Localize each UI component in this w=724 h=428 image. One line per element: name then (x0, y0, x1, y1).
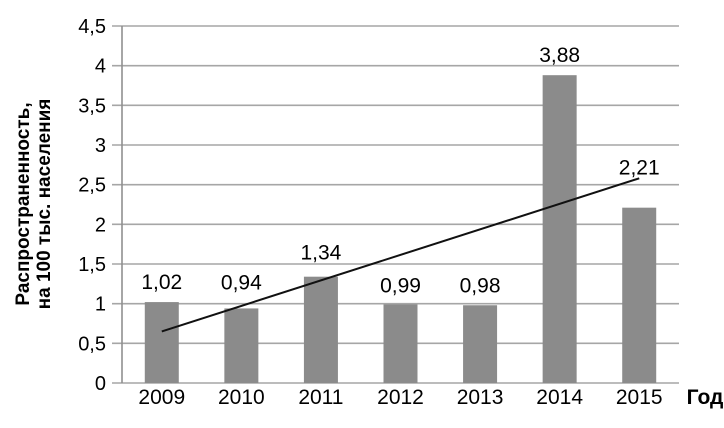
bar-2009 (144, 302, 179, 383)
x-tick-label-2013: 2013 (457, 386, 504, 409)
x-tick-label-2015: 2015 (616, 386, 663, 409)
bar-2012 (383, 304, 418, 383)
y-tick-label-1: 1 (95, 294, 106, 316)
x-tick-label-2010: 2010 (218, 386, 265, 409)
x-tick-label-2009: 2009 (138, 386, 185, 409)
y-tick-label-0: 0 (95, 373, 106, 395)
x-tick-label-2014: 2014 (536, 386, 583, 409)
bar-2015 (622, 207, 657, 383)
y-tick-label-0,5: 0,5 (78, 333, 106, 355)
bar-value-label-2015: 2,21 (619, 157, 660, 180)
y-tick-label-1,5: 1,5 (78, 254, 106, 276)
trend-line (161, 177, 640, 333)
data-labels-group: 1,02 0,94 1,34 0,99 0,98 3,88 2,21 (141, 44, 659, 297)
bar-value-label-2009: 1,02 (141, 271, 182, 294)
y-axis-title-line1: Распространенность, (13, 102, 34, 305)
bar-2014 (542, 75, 577, 383)
bar-2013 (463, 305, 498, 383)
bars-group (144, 75, 657, 383)
bar-value-label-2012: 0,99 (380, 274, 421, 297)
trendline-group (161, 177, 640, 333)
bar-2010 (224, 308, 259, 383)
y-tick-label-4: 4 (95, 56, 106, 78)
bar-value-label-2013: 0,98 (460, 274, 501, 297)
x-tick-label-2011: 2011 (298, 386, 343, 409)
bar-value-label-2014: 3,88 (539, 44, 580, 67)
gridlines-group (112, 25, 679, 384)
y-tick-label-4,5: 4,5 (78, 16, 106, 38)
bar-2011 (303, 276, 338, 383)
x-axis-title: Год (687, 386, 724, 409)
y-tick-label-2,5: 2,5 (78, 175, 106, 197)
tick-labels-group: 0 0,5 1 1,5 2 2,5 3 3,5 4 4,5 2009 2010 2011 2012 2013… (78, 16, 662, 409)
y-tick-label-3: 3 (95, 135, 106, 157)
bar-value-label-2011: 1,34 (300, 242, 341, 265)
y-axis-title-line2: на 100 тыс. населения (34, 99, 55, 310)
bar-value-label-2010: 0,94 (221, 271, 262, 294)
y-tick-label-2: 2 (95, 214, 106, 236)
x-tick-label-2012: 2012 (377, 386, 424, 409)
y-tick-label-3,5: 3,5 (78, 95, 106, 117)
